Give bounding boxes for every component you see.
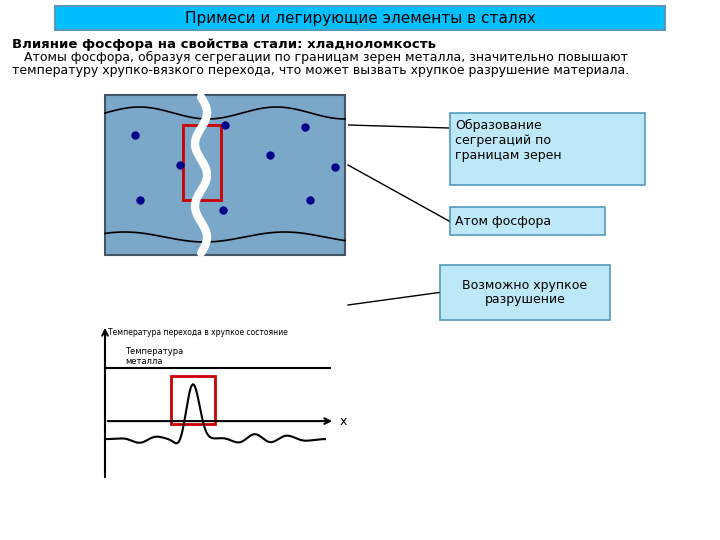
FancyBboxPatch shape: [440, 265, 610, 320]
Text: Примеси и легирующие элементы в сталях: Примеси и легирующие элементы в сталях: [184, 10, 536, 25]
Text: x: x: [340, 415, 347, 428]
Text: Образование
сегрегаций по
границам зерен: Образование сегрегаций по границам зерен: [455, 119, 562, 162]
Bar: [183, 125, 221, 200]
Text: Атомы фосфора, образуя сегрегации по границам зерен металла, значительно повышаю: Атомы фосфора, образуя сегрегации по гра…: [12, 51, 628, 64]
Bar: [171, 376, 215, 424]
Text: Возможно хрупкое
разрушение: Возможно хрупкое разрушение: [462, 279, 588, 307]
FancyBboxPatch shape: [450, 113, 645, 185]
FancyBboxPatch shape: [450, 207, 605, 235]
Text: температуру хрупко-вязкого перехода, что может вызвать хрупкое разрушение матери: температуру хрупко-вязкого перехода, что…: [12, 64, 629, 77]
Text: Влияние фосфора на свойства стали: хладноломкость: Влияние фосфора на свойства стали: хладн…: [12, 38, 436, 51]
Text: Температура перехода в хрупкое состояние: Температура перехода в хрупкое состояние: [108, 328, 288, 337]
Bar: [105, 95, 345, 255]
Text: Температура
металла: Температура металла: [125, 347, 184, 367]
FancyBboxPatch shape: [55, 6, 665, 30]
Text: Атом фосфора: Атом фосфора: [455, 214, 551, 227]
